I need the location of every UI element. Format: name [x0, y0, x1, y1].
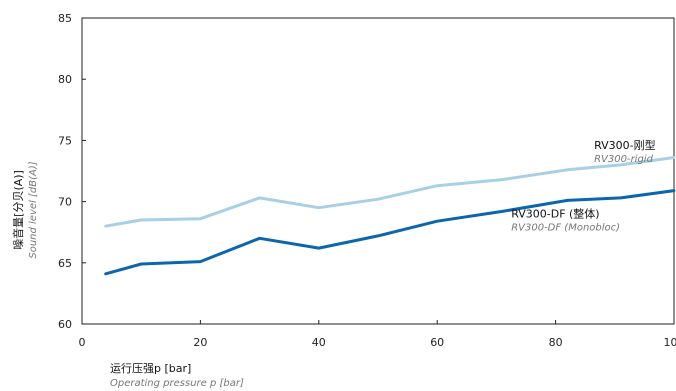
- y-tick-label: 70: [58, 196, 72, 209]
- series-sublabel-1: RV300-DF (Monobloc): [511, 223, 620, 234]
- y-tick-label: 85: [58, 12, 72, 25]
- series-line-1: [104, 189, 676, 276]
- series-label-1: RV300-DF (整体): [511, 207, 599, 221]
- x-tick-label: 60: [430, 336, 444, 349]
- plot-area-frame: [81, 17, 675, 325]
- x-axis-subtitle: Operating pressure p [bar]: [110, 378, 244, 389]
- series-sublabel-0: RV300-rigid: [594, 154, 654, 165]
- y-tick-label: 80: [58, 73, 72, 86]
- x-tick-label: 80: [549, 336, 563, 349]
- x-tick-label: 40: [312, 336, 326, 349]
- y-tick-label: 65: [58, 257, 72, 270]
- series-label-0: RV300-刚型: [594, 138, 656, 152]
- x-tick-label: 0: [79, 336, 86, 349]
- y-tick-label: 60: [58, 318, 72, 331]
- y-axis-subtitle: Sound level [dB(A)]: [28, 161, 39, 258]
- x-axis-title: 运行压强p [bar]: [110, 362, 191, 375]
- x-tick-label: 20: [193, 336, 207, 349]
- y-tick-label: 75: [58, 134, 72, 147]
- x-tick-label: 100: [664, 336, 676, 349]
- series-line-0: [104, 156, 676, 228]
- y-axis-title: 噪音量[分贝(A)]: [11, 170, 25, 250]
